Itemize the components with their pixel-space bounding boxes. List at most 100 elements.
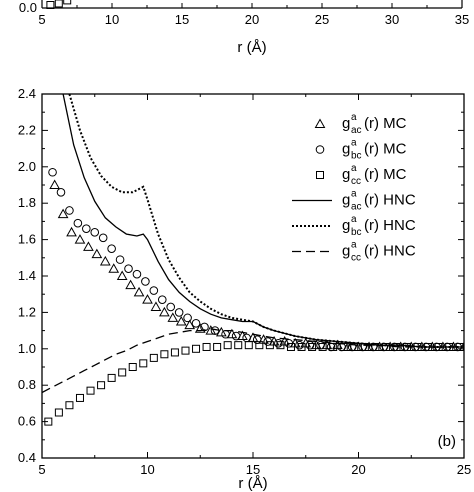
circle-marker [316, 340, 325, 350]
triangle-marker [74, 234, 86, 244]
square-marker [54, 408, 63, 417]
legend-triangle-symbol [314, 118, 326, 128]
top-panel: 0.05 10 15 20 25 30 35 r (Å) [19, 0, 469, 56]
square-marker [160, 350, 169, 359]
triangle-marker [332, 339, 343, 350]
circle-marker [65, 206, 74, 215]
panel-label: (b) [438, 433, 456, 450]
circle-marker [115, 255, 125, 264]
triangle-marker [167, 312, 179, 322]
square-marker [181, 346, 190, 355]
legend-label-suffix: (r) HNC [364, 192, 416, 209]
triangle-marker [142, 294, 153, 304]
series-4 [68, 94, 464, 348]
legend-label-base: g [342, 166, 350, 183]
triangle-marker [99, 255, 111, 266]
triangle-marker [300, 337, 312, 348]
top-x-tick-label: 15 [175, 12, 189, 27]
circle-marker [242, 333, 251, 343]
circle-marker [231, 331, 241, 341]
square-marker [192, 344, 201, 353]
circle-marker [82, 224, 91, 233]
y-tick-label: 2.4 [18, 86, 36, 101]
circle-marker [98, 233, 108, 243]
top-y-tick-label: 0.0 [19, 0, 37, 15]
circle-marker [252, 335, 262, 345]
triangle-marker [159, 306, 170, 317]
legend-label-base: g [342, 115, 350, 132]
circle-marker [183, 313, 192, 323]
x-tick-label: 20 [351, 462, 365, 477]
y-tick-label: 0.8 [18, 377, 36, 392]
x-tick-label: 5 [38, 462, 45, 477]
legend-label-sub: ac [351, 125, 362, 136]
square-marker [128, 363, 137, 371]
legend-label-base: g [342, 192, 350, 209]
legend-circle-symbol [315, 145, 325, 154]
legend-label-base: g [342, 217, 350, 234]
square-marker [107, 373, 116, 382]
x-tick-label: 25 [457, 462, 471, 477]
square-marker [202, 342, 211, 351]
legend-label-suffix: (r) MC [364, 166, 407, 183]
legend-label-suffix: (r) HNC [364, 243, 416, 260]
series-2 [44, 341, 464, 426]
square-marker [213, 342, 222, 351]
y-tick-label: 2.0 [18, 159, 36, 174]
triangle-marker [205, 325, 217, 335]
legend-label-base: g [342, 243, 350, 260]
legend-label-sup: a [351, 189, 357, 200]
series-5 [42, 328, 464, 394]
triangle-marker [83, 241, 94, 251]
legend-label-suffix: (r) MC [364, 141, 407, 158]
square-marker [149, 353, 158, 362]
triangle-marker [279, 336, 291, 346]
triangle-marker [133, 286, 145, 297]
circle-marker [274, 339, 283, 348]
circle-marker [295, 340, 304, 350]
square-marker [97, 381, 106, 390]
triangle-marker [175, 315, 187, 326]
top-x-tick-label: 35 [455, 12, 469, 27]
square-marker [297, 342, 306, 351]
triangle-marker [194, 323, 206, 333]
circle-marker [174, 308, 184, 317]
dashed-line [42, 328, 464, 394]
top-x-tick-label: 25 [315, 12, 329, 27]
legend-label-sub: ac [351, 202, 362, 213]
legend-square-symbol [316, 171, 324, 179]
triangle-marker [108, 263, 120, 273]
y-tick-label: 1.6 [18, 232, 36, 247]
x-tick-label: 15 [246, 462, 260, 477]
y-tick-label: 1.0 [18, 341, 36, 356]
triangle-marker [66, 226, 77, 237]
circle-marker [107, 244, 116, 253]
circle-marker [149, 286, 159, 295]
legend-label-sub: cc [351, 176, 361, 187]
circle-marker [305, 340, 315, 350]
top-data-point [54, 0, 63, 8]
square-marker [118, 368, 127, 377]
square-marker [255, 341, 264, 350]
legend-label-base: g [342, 141, 350, 158]
square-marker [318, 342, 327, 351]
legend-label-suffix: (r) HNC [364, 217, 416, 234]
square-marker [44, 417, 53, 426]
square-marker [139, 359, 148, 368]
top-x-tick-label: 30 [385, 12, 399, 27]
y-tick-label: 1.4 [18, 268, 36, 283]
square-marker [381, 342, 390, 351]
legend-label-sup: a [351, 112, 357, 123]
square-marker [65, 401, 74, 410]
legend-label-sup: a [351, 163, 357, 174]
y-tick-label: 2.2 [18, 122, 36, 137]
triangle-marker [57, 208, 69, 219]
triangle-marker [116, 270, 128, 280]
circle-marker [56, 187, 66, 197]
triangle-marker [125, 279, 136, 290]
x-axis-label: r (Å) [238, 475, 267, 492]
legend-label-sup: a [351, 240, 357, 251]
square-marker [86, 386, 95, 395]
circle-marker [132, 269, 142, 279]
